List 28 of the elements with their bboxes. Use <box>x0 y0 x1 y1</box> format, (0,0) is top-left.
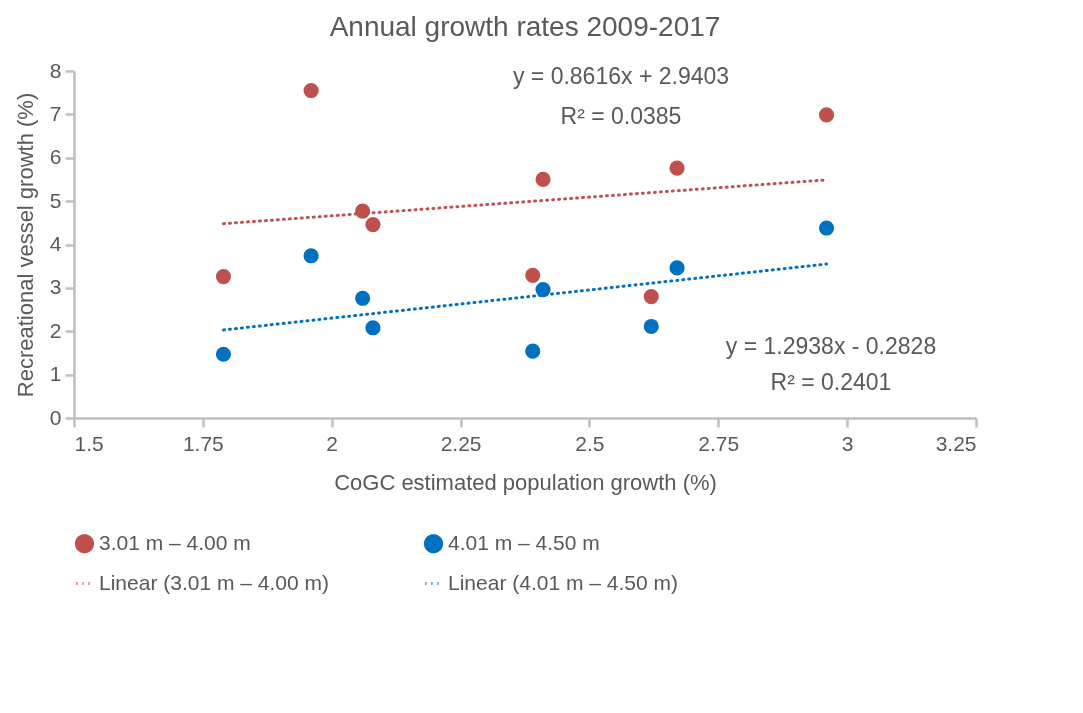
y-tick-label: 8 <box>49 58 62 82</box>
x-tick-label: 2.25 <box>440 431 482 455</box>
y-axis-title: Recreational vessel growth (%) <box>12 92 38 398</box>
legend-label: Linear (3.01 m – 4.00 m) <box>99 570 329 594</box>
x-tick-label: 3 <box>841 431 854 455</box>
x-tick-label: 2.75 <box>698 431 740 455</box>
x-tick-label: 1.5 <box>74 431 104 455</box>
annotation: R² = 0.2401 <box>770 369 892 395</box>
x-axis-title: CoGC estimated population growth (%) <box>334 469 717 495</box>
y-tick-label: 2 <box>49 318 62 342</box>
legend-label: Linear (4.01 m – 4.50 m) <box>448 570 678 594</box>
x-tick-label: 2.5 <box>575 431 605 455</box>
annotation: R² = 0.0385 <box>560 103 682 129</box>
y-tick-label: 3 <box>49 275 62 299</box>
chart-title: Annual growth rates 2009-2017 <box>329 11 721 42</box>
y-tick-label: 4 <box>49 232 62 255</box>
y-tick-label: 0 <box>49 405 62 429</box>
y-tick-label: 1 <box>49 362 62 386</box>
x-tick-label: 1.75 <box>182 431 224 455</box>
annotation: y = 1.2938x - 0.2828 <box>725 333 937 359</box>
annotation: y = 0.8616x + 2.9403 <box>512 63 730 89</box>
legend-label: 3.01 m – 4.00 m <box>99 530 251 554</box>
y-tick-label: 5 <box>49 188 62 212</box>
y-tick-label: 6 <box>49 145 62 169</box>
x-tick-label: 3.25 <box>935 431 977 455</box>
x-tick-label: 2 <box>326 431 339 455</box>
y-tick-label: 7 <box>49 101 62 125</box>
legend-label: 4.01 m – 4.50 m <box>448 530 600 554</box>
